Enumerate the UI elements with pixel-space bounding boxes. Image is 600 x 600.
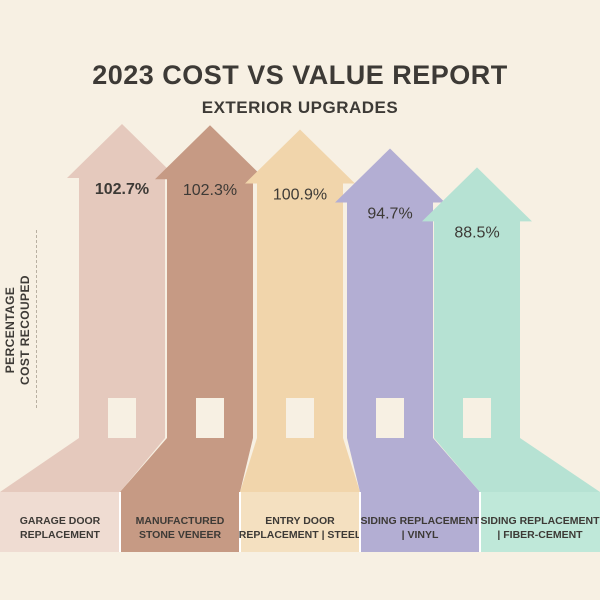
category-box-5 bbox=[480, 492, 600, 552]
value-label-5: 88.5% bbox=[454, 224, 499, 241]
value-label-3: 100.9% bbox=[273, 187, 327, 204]
door-4 bbox=[376, 398, 404, 438]
door-3 bbox=[286, 398, 314, 438]
category-box-1 bbox=[0, 492, 120, 552]
category-label-5: SIDING REPLACEMENT | FIBER-CEMENT bbox=[480, 515, 600, 541]
platform-5 bbox=[434, 438, 600, 492]
chart-title: 2023 COST VS VALUE REPORT bbox=[92, 60, 508, 90]
platform-3 bbox=[240, 438, 360, 492]
house-bar-1 bbox=[67, 124, 177, 438]
door-1 bbox=[108, 398, 136, 438]
platform-1 bbox=[0, 438, 165, 492]
house-bar-2 bbox=[155, 125, 265, 439]
house-bar-3 bbox=[245, 129, 355, 438]
platform-4 bbox=[347, 438, 480, 492]
house-bar-5 bbox=[422, 167, 532, 438]
category-label-4: SIDING REPLACEMENT | VINYL bbox=[360, 515, 480, 541]
door-5 bbox=[463, 398, 491, 438]
chart-subtitle: EXTERIOR UPGRADES bbox=[201, 98, 399, 117]
value-label-4: 94.7% bbox=[367, 205, 412, 222]
house-bar-4 bbox=[335, 148, 445, 438]
platform-2 bbox=[120, 438, 253, 492]
value-label-1: 102.7% bbox=[95, 181, 149, 198]
category-label-2: MANUFACTURED STONE VENEER bbox=[136, 515, 225, 541]
category-box-4 bbox=[360, 492, 480, 552]
category-label-3: ENTRY DOOR REPLACEMENT | STEEL bbox=[239, 515, 362, 541]
y-axis-guide bbox=[36, 230, 37, 408]
door-2 bbox=[196, 398, 224, 438]
category-label-1: GARAGE DOOR REPLACEMENT bbox=[20, 515, 101, 541]
category-box-2 bbox=[120, 492, 240, 552]
value-label-2: 102.3% bbox=[183, 182, 237, 199]
category-box-3 bbox=[240, 492, 360, 552]
y-axis-label: PERCENTAGE COST RECOUPED bbox=[3, 275, 32, 385]
